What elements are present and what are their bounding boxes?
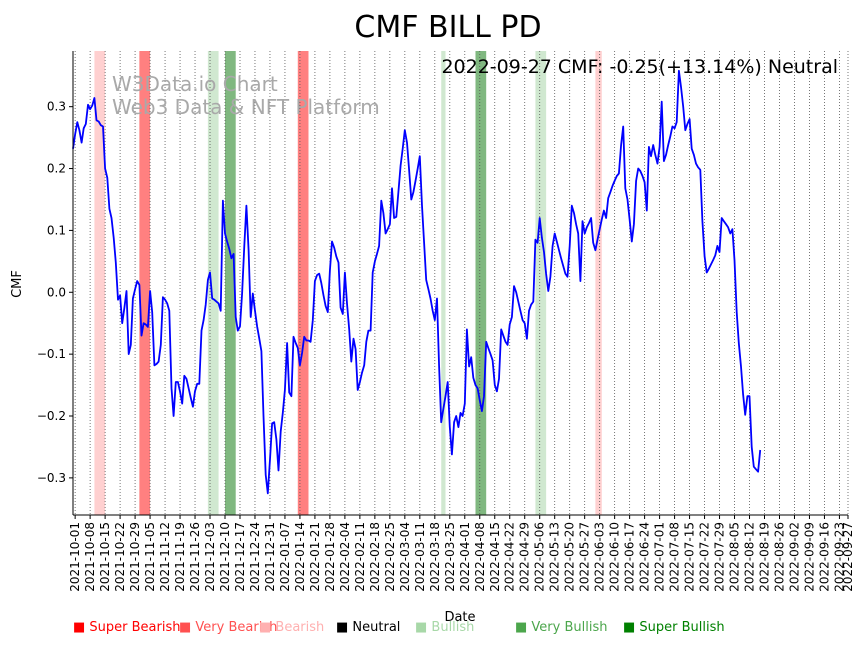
x-tick-label: 2022-03-25: [443, 522, 457, 592]
x-tick-label: 2022-09-02: [787, 522, 801, 592]
x-tick-label: 2022-02-25: [383, 522, 397, 592]
x-tick-label: 2022-02-04: [338, 522, 352, 592]
legend-item-bearish: ■ Bearish: [259, 620, 325, 635]
x-tick-label: 2022-07-15: [683, 522, 697, 592]
x-tick-label: 2021-12-31: [263, 522, 277, 592]
y-tick-label: 0.2: [47, 162, 66, 176]
band-very_bullish-6: [475, 51, 487, 515]
x-tick-label: 2022-04-01: [458, 522, 472, 592]
x-tick-label: 2021-11-12: [158, 522, 172, 592]
band-bullish-5: [441, 51, 446, 515]
x-tick-label: 2022-07-29: [713, 522, 727, 592]
x-tick-label: 2022-02-18: [368, 522, 382, 592]
x-tick-label: 2022-06-17: [623, 522, 637, 592]
y-tick-label: −0.2: [37, 409, 66, 423]
watermark-line-2: Web3 Data & NFT Platform: [112, 95, 380, 119]
x-tick-label: 2021-10-08: [83, 522, 97, 592]
y-tick-label: −0.1: [37, 347, 66, 361]
x-tick-label: 2022-08-26: [772, 522, 786, 592]
y-tick-label: −0.3: [37, 471, 66, 485]
x-tick-label: 2022-03-04: [398, 522, 412, 592]
x-tick-label: 2022-05-13: [548, 522, 562, 592]
legend-item-bullish: ■ Bullish: [415, 620, 475, 635]
x-tick-label: 2021-12-24: [248, 522, 262, 592]
x-tick-label: 2022-04-08: [473, 522, 487, 592]
x-tick-label: 2022-06-24: [638, 522, 652, 592]
x-tick-label: 2022-01-28: [323, 522, 337, 592]
x-tick-label: 2022-08-05: [728, 522, 742, 592]
latest-value-annotation: 2022-09-27 CMF: -0.25(+13.14%) Neutral: [441, 56, 838, 78]
x-tick-label: 2022-09-09: [802, 522, 816, 592]
x-tick-label: 2022-05-27: [578, 522, 592, 592]
y-tick-label: 0.3: [47, 100, 66, 114]
x-tick-label: 2022-07-22: [698, 522, 712, 592]
legend-item-super-bullish: ■ Super Bullish: [623, 620, 725, 635]
x-tick-label: 2021-10-22: [113, 522, 127, 592]
x-tick-label: 2022-01-07: [278, 522, 292, 592]
x-tick-label: 2022-06-03: [593, 522, 607, 592]
x-tick-label: 2021-12-03: [203, 522, 217, 592]
x-tick-label: 2022-09-27: [841, 522, 855, 592]
legend-item-very-bullish: ■ Very Bullish: [515, 620, 608, 635]
signal-bands: [94, 51, 602, 515]
x-tick-label: 2022-01-14: [293, 522, 307, 592]
x-ticks: 2021-10-01 2021-10-08 2021-10-15 2021-10-22…: [68, 515, 855, 592]
vertical-grid: [74, 51, 849, 515]
legend-item-very-bearish: ■ Very Bearish: [179, 620, 278, 635]
x-tick-label: 2022-04-22: [503, 522, 517, 592]
x-tick-label: 2022-04-15: [488, 522, 502, 592]
band-very_bullish-3: [225, 51, 236, 515]
x-tick-label: 2021-10-01: [68, 522, 82, 592]
x-tick-label: 2021-10-29: [128, 522, 142, 592]
y-tick-label: 0.0: [47, 285, 66, 299]
band-bearish-8: [595, 51, 602, 515]
x-tick-label: 2022-04-29: [518, 522, 532, 592]
band-very_bearish-1: [139, 51, 151, 515]
x-tick-label: 2022-07-01: [653, 522, 667, 592]
x-tick-label: 2022-05-06: [533, 522, 547, 592]
band-very_bearish-4: [297, 51, 309, 515]
legend-item-super-bearish: ■ Super Bearish: [73, 620, 181, 635]
x-tick-label: 2022-06-10: [608, 522, 622, 592]
x-tick-label: 2021-11-05: [143, 522, 157, 592]
x-tick-label: 2022-07-08: [668, 522, 682, 592]
chart-title: CMF BILL PD: [354, 10, 541, 45]
axes: [72, 51, 848, 516]
y-axis-label: CMF: [10, 270, 25, 298]
watermark: W3Data.io Chart Web3 Data & NFT Platform: [112, 72, 380, 119]
watermark-line-1: W3Data.io Chart: [112, 72, 278, 96]
x-tick-label: 2021-12-10: [218, 522, 232, 592]
band-bullish-7: [535, 51, 547, 515]
y-ticks: −0.3 −0.2 −0.1 0.0 0.1 0.2 0.3: [37, 100, 73, 485]
x-tick-label: 2022-08-12: [743, 522, 757, 592]
x-tick-label: 2022-03-18: [428, 522, 442, 592]
signal-legend: ■ Super Bearish ■ Very Bearish ■ Bearish ■ …: [73, 620, 853, 640]
x-tick-label: 2022-03-11: [413, 522, 427, 592]
x-tick-label: 2021-12-17: [233, 522, 247, 592]
band-bearish-0: [94, 51, 106, 515]
x-tick-label: 2022-05-20: [563, 522, 577, 592]
x-tick-label: 2022-02-11: [353, 522, 367, 592]
x-tick-label: 2021-11-19: [173, 522, 187, 592]
x-tick-label: 2021-10-15: [98, 522, 112, 592]
x-tick-label: 2021-11-26: [188, 522, 202, 592]
x-tick-label: 2022-01-21: [308, 522, 322, 592]
legend-item-neutral: ■ Neutral: [336, 620, 401, 635]
x-tick-label: 2022-09-23: [832, 522, 846, 592]
x-axis-label: Date: [444, 610, 475, 625]
band-bullish-2: [207, 51, 219, 515]
x-tick-label: 2022-08-19: [758, 522, 772, 592]
y-tick-label: 0.1: [47, 223, 66, 237]
cmf-series-line: [72, 69, 762, 495]
x-tick-label: 2022-09-16: [817, 522, 831, 592]
